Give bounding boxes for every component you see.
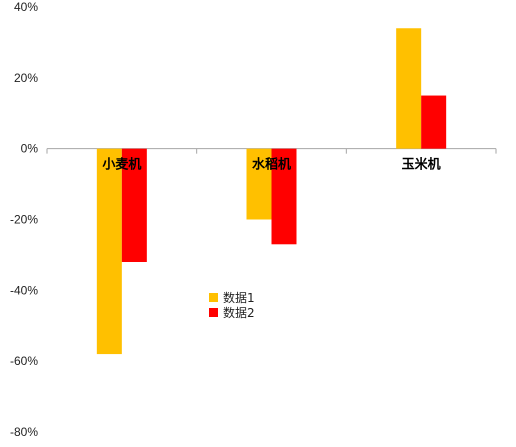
y-tick-label: 40% bbox=[14, 0, 38, 14]
bar-series1-3 bbox=[396, 28, 422, 149]
bar-series1-1 bbox=[96, 148, 122, 355]
y-tick-label: 20% bbox=[14, 71, 38, 85]
y-tick-label: -80% bbox=[10, 425, 38, 439]
legend-label: 数据2 bbox=[223, 305, 255, 320]
bar-series2-3 bbox=[421, 95, 447, 149]
legend-swatch bbox=[209, 308, 218, 317]
category-labels: 小麦机 水稻机 玉米机 bbox=[102, 157, 440, 173]
bar-series2-2 bbox=[271, 148, 297, 245]
y-tick-label: 0% bbox=[21, 142, 39, 156]
legend-swatch bbox=[209, 293, 218, 302]
category-label: 玉米机 bbox=[402, 157, 441, 173]
y-tick-label: -40% bbox=[10, 283, 38, 297]
bars bbox=[96, 28, 447, 355]
category-label: 小麦机 bbox=[102, 157, 141, 173]
y-axis-tick-labels: 40% 20% 0% -20% -40% -60% -80% bbox=[10, 0, 38, 439]
y-tick-label: -20% bbox=[10, 213, 38, 227]
bar-series1-2 bbox=[246, 148, 272, 220]
y-tick-label: -60% bbox=[10, 354, 38, 368]
legend-label: 数据1 bbox=[223, 290, 255, 305]
category-label: 水稻机 bbox=[252, 157, 291, 173]
bar-series2-1 bbox=[121, 148, 147, 262]
